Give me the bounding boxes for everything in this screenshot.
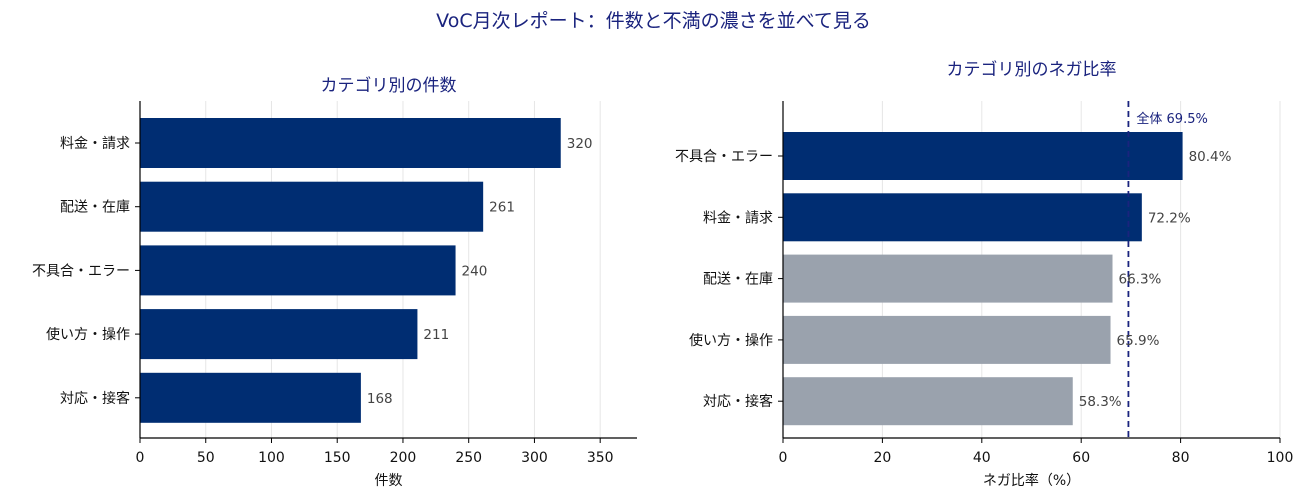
x-axis-label: ネガ比率（%） [983, 472, 1080, 489]
x-tick-label: 0 [779, 450, 788, 466]
category-label: 使い方・操作 [46, 326, 130, 343]
reference-label: 全体 69.5% [1136, 111, 1207, 127]
data-label: 240 [462, 263, 488, 279]
category-label: 料金・請求 [60, 136, 130, 152]
category-label: 料金・請求 [703, 210, 773, 226]
data-label: 72.2% [1148, 210, 1191, 226]
category-label: 配送・在庫 [60, 199, 130, 216]
x-tick-label: 250 [455, 450, 482, 466]
bar [783, 132, 1183, 180]
data-label: 80.4% [1189, 149, 1232, 165]
bar [140, 181, 484, 232]
x-tick-label: 50 [197, 450, 215, 466]
x-tick-label: 150 [324, 450, 351, 466]
bar [140, 309, 418, 360]
bar [783, 193, 1142, 242]
figure-title: VoC月次レポート：件数と不満の濃さを並べて見る [436, 10, 871, 32]
category-label: 配送・在庫 [703, 271, 773, 288]
bar [783, 315, 1111, 364]
category-label: 対応・接客 [703, 393, 773, 410]
category-label: 不具合・エラー [675, 149, 773, 165]
panel-title: カテゴリ別の件数 [321, 75, 457, 96]
data-label: 66.3% [1119, 272, 1162, 288]
data-label: 65.9% [1117, 333, 1160, 349]
x-tick-label: 40 [973, 450, 991, 466]
bar [140, 372, 361, 423]
bar [783, 254, 1113, 303]
data-label: 168 [367, 391, 393, 407]
category-label: 対応・接客 [60, 390, 130, 407]
data-label: 320 [567, 136, 593, 152]
data-label: 58.3% [1079, 394, 1122, 410]
x-tick-label: 80 [1172, 450, 1190, 466]
x-tick-label: 350 [587, 450, 614, 466]
x-tick-label: 60 [1072, 450, 1090, 466]
panel-title: カテゴリ別のネガ比率 [947, 59, 1117, 80]
data-label: 261 [489, 200, 515, 216]
bar [783, 377, 1073, 426]
x-tick-label: 200 [390, 450, 417, 466]
x-tick-label: 20 [873, 450, 891, 466]
bar [140, 245, 456, 296]
x-tick-label: 300 [521, 450, 548, 466]
x-tick-label: 0 [136, 450, 145, 466]
x-tick-label: 100 [1267, 450, 1294, 466]
bar [140, 118, 561, 168]
category-label: 使い方・操作 [689, 332, 773, 349]
data-label: 211 [423, 327, 449, 343]
x-axis-label: 件数 [375, 473, 403, 489]
x-tick-label: 100 [258, 450, 285, 466]
category-label: 不具合・エラー [32, 263, 130, 279]
panel-1: カテゴリ別の件数 320 261 240 211 168 料金・請求配送・在庫不具合・エラー… [32, 75, 637, 489]
